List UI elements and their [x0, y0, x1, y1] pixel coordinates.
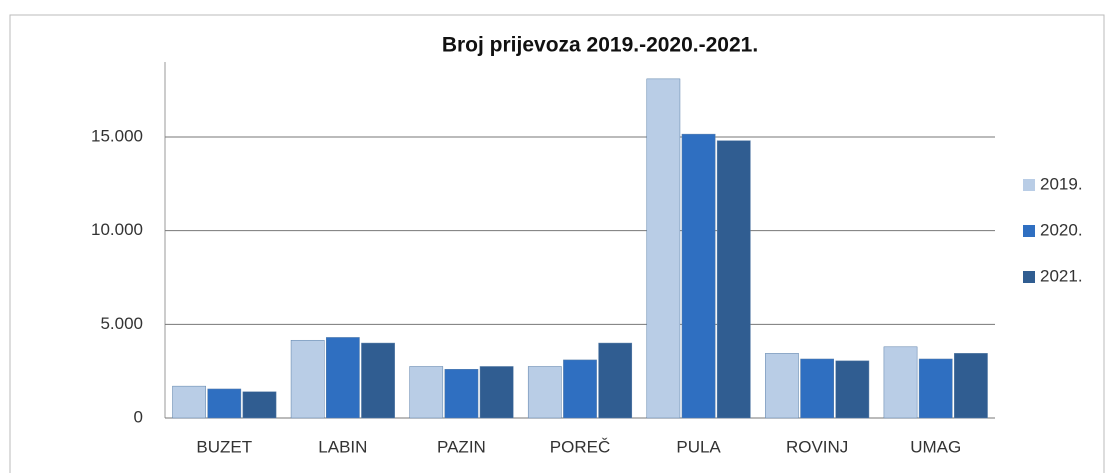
- bar: [409, 366, 444, 419]
- bar: [681, 133, 716, 419]
- bar: [800, 358, 834, 419]
- x-tick-label: BUZET: [196, 437, 252, 456]
- x-tick-label: POREČ: [550, 437, 610, 456]
- bar: [563, 359, 597, 419]
- bar: [954, 353, 988, 419]
- bar: [918, 358, 953, 419]
- y-tick-label: 10.000: [91, 220, 143, 239]
- y-tick-label: 15.000: [91, 126, 143, 145]
- bar: [326, 337, 360, 419]
- bar: [527, 366, 562, 419]
- legend-label: 2019.: [1040, 174, 1083, 193]
- bar: [361, 342, 395, 419]
- legend-swatch: [1023, 225, 1035, 237]
- legend-swatch: [1023, 179, 1035, 191]
- x-tick-label: LABIN: [318, 437, 367, 456]
- bar: [207, 388, 242, 419]
- chart-title: Broj prijevoza 2019.-2020.-2021.: [442, 34, 758, 57]
- y-tick-label: 5.000: [100, 314, 143, 333]
- bar: [883, 346, 918, 419]
- bar: [646, 78, 681, 419]
- bar: [716, 140, 751, 419]
- x-tick-label: PAZIN: [437, 437, 486, 456]
- bar: [290, 339, 325, 419]
- bar: [765, 353, 799, 419]
- y-tick-label: 0: [134, 407, 143, 426]
- x-tick-label: ROVINJ: [786, 437, 848, 456]
- x-tick-label: PULA: [676, 437, 721, 456]
- bar: [479, 366, 514, 419]
- bar: [444, 369, 479, 419]
- x-tick-label: UMAG: [910, 437, 961, 456]
- bar: [172, 385, 206, 419]
- legend-swatch: [1023, 271, 1035, 283]
- chart-frame: [9, 14, 1105, 473]
- bar: [598, 342, 633, 419]
- bar: [835, 360, 870, 419]
- legend-label: 2020.: [1040, 220, 1083, 239]
- legend-label: 2021.: [1040, 266, 1083, 285]
- bar: [242, 391, 277, 419]
